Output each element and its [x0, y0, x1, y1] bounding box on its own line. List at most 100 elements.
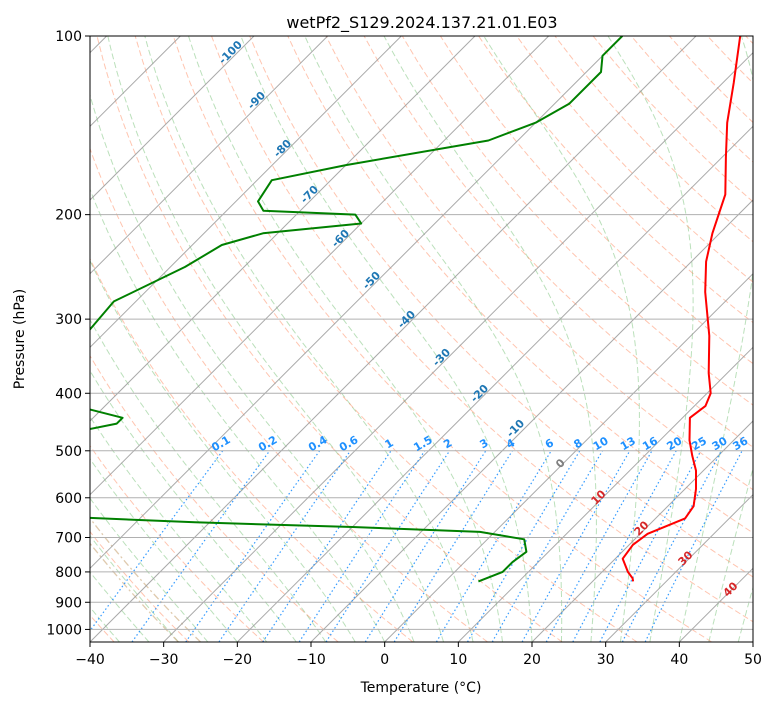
y-tick-label: 700 — [55, 531, 82, 547]
dry-adiabat-label: -10 — [504, 417, 527, 440]
mixing-ratio-line — [572, 450, 677, 642]
mixing-ratio-line — [218, 450, 351, 642]
moist-adiabat-line — [107, 36, 445, 642]
moist-adiabat-line — [607, 36, 694, 642]
isotherm-line — [310, 199, 753, 642]
x-tick-label: −30 — [149, 652, 179, 668]
temperature-line — [621, 36, 742, 582]
mixing-ratio-line — [435, 450, 552, 642]
dry-adiabat-label: -70 — [298, 183, 321, 206]
dry-adiabat-line — [96, 36, 563, 642]
isotherm-line — [90, 36, 623, 570]
dry-adiabat-line — [745, 36, 753, 45]
moist-adiabat-line — [90, 497, 209, 642]
dry-adiabat-label: -20 — [468, 382, 491, 405]
y-tick-label: 400 — [55, 386, 82, 402]
isotherm-line — [90, 36, 550, 496]
y-axis-label: Pressure (hPa) — [12, 289, 28, 389]
isotherm-line — [752, 641, 753, 642]
dry-adiabat-label: -50 — [360, 269, 383, 292]
moist-adiabat-label: 10 — [589, 487, 609, 507]
mixing-ratio-label: 2 — [441, 436, 454, 451]
y-tick-label: 800 — [55, 565, 82, 581]
moist-adiabat-line — [90, 457, 238, 642]
dry-adiabat-line — [90, 354, 339, 642]
moist-adiabat-line — [708, 466, 753, 642]
moist-adiabat-line — [90, 188, 386, 642]
x-tick-label: −20 — [223, 652, 253, 668]
isotherm-line — [236, 125, 753, 642]
x-tick-label: −10 — [296, 652, 326, 668]
pressure-gridlines — [90, 35, 753, 630]
isotherm-line — [90, 36, 476, 422]
mixing-ratio-line — [90, 450, 224, 632]
moist-adiabat-label: 30 — [676, 548, 696, 568]
x-tick-label: 50 — [744, 652, 762, 668]
dry-adiabat-label: -30 — [430, 346, 453, 369]
moist-adiabat-line — [90, 259, 356, 642]
dry-adiabat-line — [554, 36, 753, 243]
moist-adiabat-line — [90, 535, 179, 642]
dry-adiabat-line — [90, 147, 488, 642]
isotherm-line — [384, 272, 753, 642]
isotherm-line — [90, 36, 329, 275]
moist-adiabat-label: 0 — [553, 456, 568, 471]
x-tick-label: −40 — [75, 652, 105, 668]
chart-title: wetPf2_S129.2024.137.21.01.E03 — [286, 13, 557, 33]
mixing-ratio-line — [521, 450, 631, 642]
dry-adiabat-line — [90, 444, 264, 642]
x-axis: −40 −30 −20 −10 0 10 20 30 40 50 — [75, 642, 762, 668]
moist-adiabat-line — [383, 36, 597, 642]
moist-adiabat-line — [483, 36, 640, 642]
isotherm-line — [90, 36, 402, 349]
x-tick-label: 0 — [380, 652, 389, 668]
mixing-ratio-line — [466, 450, 581, 642]
moist-adiabat-line — [90, 415, 268, 642]
dry-adiabat-label: -60 — [329, 227, 352, 250]
dry-adiabat-label: -40 — [395, 308, 418, 331]
dry-adiabat-label: -80 — [271, 137, 294, 160]
dry-adiabat-label: -100 — [216, 38, 245, 67]
moist-adiabat-line — [90, 369, 297, 642]
moist-adiabat-line — [240, 36, 533, 642]
x-tick-label: 40 — [670, 652, 688, 668]
isotherm-line — [605, 493, 753, 642]
y-tick-label: 600 — [55, 491, 82, 507]
dry-adiabat-line — [90, 257, 414, 642]
y-tick-label: 1000 — [46, 622, 82, 638]
x-tick-label: 20 — [523, 652, 541, 668]
dry-adiabat-line — [439, 36, 753, 365]
x-tick-label: 30 — [597, 652, 615, 668]
x-axis-label: Temperature (°C) — [360, 680, 482, 696]
isotherm-line — [90, 36, 697, 642]
y-tick-label: 900 — [55, 595, 82, 611]
moist-adiabat-line — [678, 36, 753, 642]
dry-adiabat-line — [134, 36, 638, 642]
mixing-ratio-line — [545, 450, 653, 642]
dry-adiabat-line — [401, 36, 753, 406]
isotherm-line — [457, 346, 753, 642]
y-tick-label: 300 — [55, 312, 82, 328]
mixing-ratio-line — [599, 450, 702, 642]
moist-adiabat-line — [188, 36, 503, 642]
mixing-ratio-label: 3 — [477, 436, 490, 451]
dry-adiabat-line — [516, 36, 753, 283]
mixing-ratio-line — [644, 450, 743, 642]
isotherm-line — [163, 51, 753, 642]
plot-frame — [89, 35, 754, 643]
mixing-ratio-line — [262, 450, 392, 642]
profile-lines — [90, 36, 742, 583]
moist-adiabat-line — [304, 36, 563, 642]
mixing-ratio-line — [364, 450, 487, 642]
dry-adiabat-line — [249, 36, 753, 578]
moist-adiabat-line — [144, 36, 474, 642]
moist-adiabat-line — [737, 585, 753, 642]
dry-adiabat-line — [211, 36, 753, 623]
mixing-ratio-line — [185, 450, 321, 642]
y-tick-label: 100 — [55, 29, 82, 45]
y-tick-label: 200 — [55, 208, 82, 224]
y-tick-label: 500 — [55, 444, 82, 460]
dry-adiabat-line — [707, 36, 753, 84]
dry-adiabat-line — [90, 530, 190, 642]
